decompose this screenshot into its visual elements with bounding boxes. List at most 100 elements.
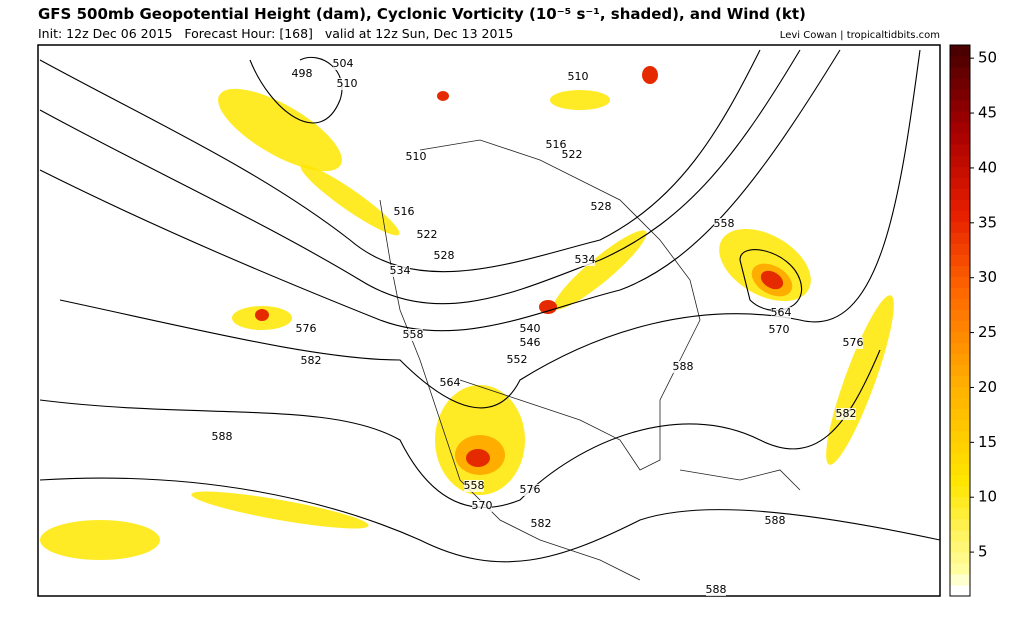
label-bg xyxy=(520,323,540,335)
colorbar-band xyxy=(950,78,970,90)
contour-label: 570 xyxy=(769,323,790,336)
colorbar-band xyxy=(950,463,970,476)
contour-label: 588 xyxy=(673,360,694,373)
label-bg xyxy=(575,254,595,266)
colorbar-tick-label: 25 xyxy=(978,323,997,341)
colorbar-tick-label: 20 xyxy=(978,378,997,396)
contour-label: 558 xyxy=(714,217,735,230)
label-bg xyxy=(562,149,582,161)
label-bg xyxy=(464,480,484,492)
label-bg xyxy=(706,584,726,596)
colorbar-band xyxy=(950,562,970,575)
label-bg xyxy=(434,250,454,262)
contour-label: 576 xyxy=(843,336,864,349)
label-bg xyxy=(568,71,588,83)
colorbar-band xyxy=(950,529,970,542)
colorbar-band xyxy=(950,155,970,167)
label-bg xyxy=(394,206,414,218)
colorbar-band xyxy=(950,276,970,288)
colorbar-band xyxy=(950,188,970,200)
label-bg xyxy=(714,218,734,230)
colorbar-band xyxy=(950,540,970,553)
colorbar-band xyxy=(950,221,970,233)
colorbar-tick-label: 5 xyxy=(978,543,988,561)
colorbar-band xyxy=(950,144,970,156)
contour-label: 534 xyxy=(575,253,596,266)
colorbar-band xyxy=(950,210,970,222)
contour-label: 564 xyxy=(771,306,792,319)
colorbar-band xyxy=(950,166,970,178)
colorbar-band xyxy=(950,45,970,57)
title: GFS 500mb Geopotential Height (dam), Cyc… xyxy=(38,5,806,23)
vorticity-shading xyxy=(40,66,894,560)
label-bg xyxy=(765,515,785,527)
colorbar-band xyxy=(950,375,970,388)
label-bg xyxy=(507,354,527,366)
contour-label: 522 xyxy=(417,228,438,241)
colorbar-band xyxy=(950,122,970,134)
label-bg xyxy=(843,337,863,349)
label-bg xyxy=(406,151,426,163)
colorbar-band xyxy=(950,353,970,366)
label-bg xyxy=(292,68,312,80)
contour-label: 588 xyxy=(212,430,233,443)
colorbar-band xyxy=(950,474,970,487)
label-bg xyxy=(769,324,789,336)
colorbar-band xyxy=(950,518,970,531)
colorbar-band xyxy=(950,320,970,333)
colorbar-band xyxy=(950,254,970,266)
colorbar-band xyxy=(950,397,970,410)
colorbar-band xyxy=(950,67,970,79)
contour-label: 582 xyxy=(836,407,857,420)
label-bg xyxy=(403,329,423,341)
colorbar-band xyxy=(950,507,970,520)
contour-label: 510 xyxy=(337,77,358,90)
label-bg xyxy=(591,201,611,213)
colorbar-band xyxy=(950,298,970,310)
colorbar-band xyxy=(950,419,970,432)
contour-labels: 4985045105105105165225165225285345285345… xyxy=(212,57,864,596)
colorbar-tick-label: 30 xyxy=(978,268,997,286)
contour-label: 504 xyxy=(333,57,354,70)
colorbar-band xyxy=(950,496,970,509)
label-bg xyxy=(212,431,232,443)
contour-label: 498 xyxy=(292,67,313,80)
colorbar-band xyxy=(950,584,970,597)
colorbar-band xyxy=(950,243,970,255)
label-bg xyxy=(417,229,437,241)
subtitle: Init: 12z Dec 06 2015 Forecast Hour: [16… xyxy=(38,26,513,41)
colorbar-band xyxy=(950,386,970,399)
contour-label: 510 xyxy=(406,150,427,163)
colorbar-tick-label: 40 xyxy=(978,158,997,176)
colorbar-tick-label: 15 xyxy=(978,433,997,451)
contour-label: 564 xyxy=(440,376,461,389)
colorbar-band xyxy=(950,287,970,299)
credit: Levi Cowan | tropicaltidbits.com xyxy=(780,30,940,41)
label-bg xyxy=(440,377,460,389)
colorbar-band xyxy=(950,232,970,244)
label-bg xyxy=(531,518,551,530)
contour-label: 576 xyxy=(520,483,541,496)
map xyxy=(37,44,941,597)
contour-label: 570 xyxy=(472,499,493,512)
label-bg xyxy=(520,484,540,496)
contour-label: 588 xyxy=(765,514,786,527)
colorbar-band xyxy=(950,265,970,277)
contour-label: 558 xyxy=(464,479,485,492)
contour-label: 510 xyxy=(568,70,589,83)
label-bg xyxy=(333,58,353,70)
colorbar-band xyxy=(950,133,970,145)
contour-label: 540 xyxy=(520,322,541,335)
colorbar-band xyxy=(950,309,970,321)
label-bg xyxy=(390,265,410,277)
contour-label: 516 xyxy=(546,138,567,151)
colorbar-band xyxy=(950,441,970,454)
contour-label: 576 xyxy=(296,322,317,335)
colorbar-frame xyxy=(949,44,971,597)
contour-label: 582 xyxy=(301,354,322,367)
colorbar-band xyxy=(950,485,970,498)
label-bg xyxy=(520,337,540,349)
colorbar-band xyxy=(950,342,970,355)
colorbar-tick-label: 10 xyxy=(978,488,997,506)
contour-label: 528 xyxy=(591,200,612,213)
